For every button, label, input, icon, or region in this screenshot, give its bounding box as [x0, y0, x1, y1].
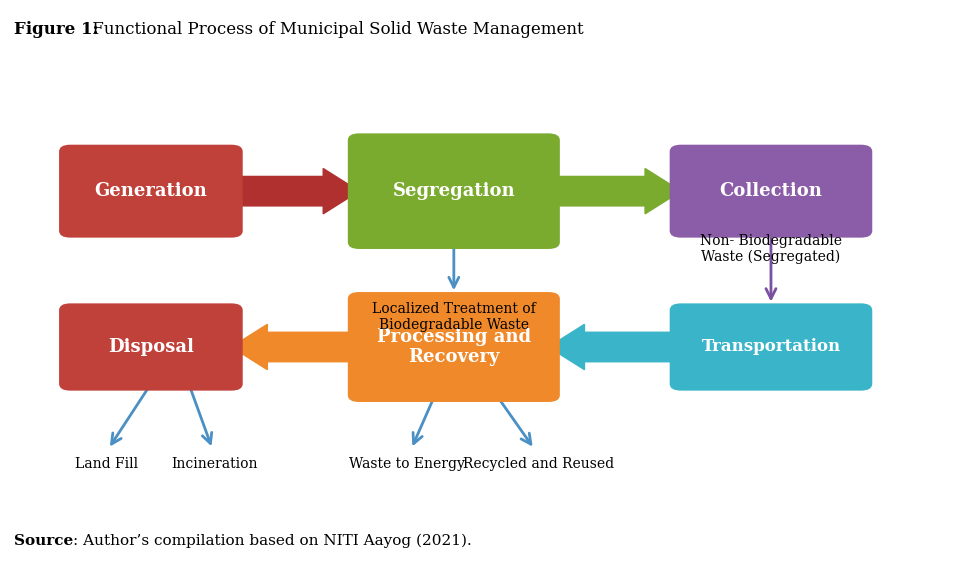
- FancyArrow shape: [548, 168, 681, 214]
- Text: Processing and
Recovery: Processing and Recovery: [377, 328, 531, 366]
- Text: Generation: Generation: [95, 182, 207, 200]
- Text: Segregation: Segregation: [393, 182, 515, 200]
- FancyBboxPatch shape: [669, 145, 872, 237]
- Text: Source: Source: [13, 534, 73, 548]
- Text: Transportation: Transportation: [701, 339, 840, 355]
- Text: Localized Treatment of
Biodegradable Waste: Localized Treatment of Biodegradable Was…: [371, 302, 536, 332]
- FancyArrow shape: [231, 168, 359, 214]
- Text: Non- Biodegradable
Waste (Segregated): Non- Biodegradable Waste (Segregated): [700, 233, 842, 264]
- FancyArrow shape: [548, 324, 681, 370]
- FancyBboxPatch shape: [59, 145, 243, 237]
- Text: Collection: Collection: [719, 182, 822, 200]
- FancyBboxPatch shape: [669, 304, 872, 390]
- FancyArrow shape: [231, 324, 359, 370]
- FancyBboxPatch shape: [348, 133, 560, 249]
- Text: Disposal: Disposal: [108, 338, 194, 356]
- Text: Waste to Energy: Waste to Energy: [349, 458, 464, 472]
- Text: Figure 1:: Figure 1:: [13, 21, 98, 38]
- Text: Land Fill: Land Fill: [74, 458, 138, 472]
- FancyBboxPatch shape: [59, 304, 243, 390]
- Text: Recycled and Reused: Recycled and Reused: [463, 458, 615, 472]
- Text: Incineration: Incineration: [171, 458, 258, 472]
- FancyBboxPatch shape: [348, 292, 560, 402]
- Text: Functional Process of Municipal Solid Waste Management: Functional Process of Municipal Solid Wa…: [88, 21, 584, 38]
- Text: : Author’s compilation based on NITI Aayog (2021).: : Author’s compilation based on NITI Aay…: [74, 534, 472, 548]
